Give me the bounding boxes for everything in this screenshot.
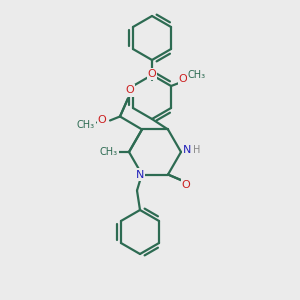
Text: O: O xyxy=(182,179,190,190)
Text: CH₃: CH₃ xyxy=(77,121,95,130)
Text: H: H xyxy=(193,145,201,155)
Text: N: N xyxy=(136,169,144,179)
Text: O: O xyxy=(179,74,188,84)
Text: CH₃: CH₃ xyxy=(188,70,206,80)
Text: N: N xyxy=(183,145,191,155)
Text: O: O xyxy=(126,85,134,95)
Text: CH₃: CH₃ xyxy=(100,147,118,157)
Text: O: O xyxy=(98,116,106,125)
Text: O: O xyxy=(148,69,156,79)
